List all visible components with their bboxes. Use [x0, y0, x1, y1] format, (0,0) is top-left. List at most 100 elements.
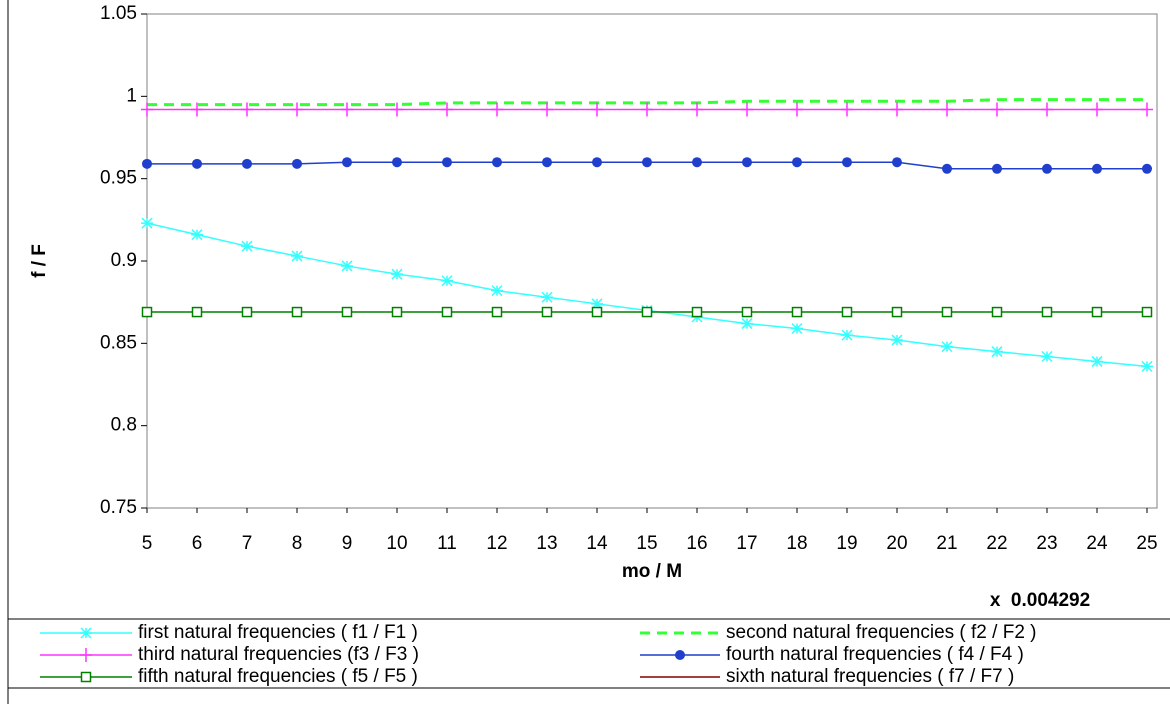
marker — [591, 298, 603, 310]
marker — [441, 306, 453, 318]
marker — [891, 306, 903, 318]
marker — [1141, 102, 1153, 117]
marker — [142, 158, 152, 169]
marker — [791, 102, 803, 117]
series-line — [146, 222, 1148, 368]
marker — [192, 158, 202, 169]
marker — [691, 306, 703, 318]
x-tick-label: 11 — [437, 533, 457, 554]
marker — [841, 306, 853, 318]
marker — [741, 318, 753, 330]
marker — [991, 306, 1003, 318]
marker — [1142, 163, 1152, 174]
marker — [141, 102, 153, 117]
x-tick-label: 22 — [986, 533, 1007, 554]
x-tick-label: 14 — [586, 533, 608, 554]
marker — [691, 102, 703, 117]
x-tick-label: 9 — [342, 533, 353, 554]
legend-label: second natural frequencies ( f2 / F2 ) — [726, 622, 1037, 643]
marker — [241, 306, 253, 318]
marker — [341, 260, 353, 272]
y-axis-label: f / F — [29, 244, 50, 278]
marker — [1091, 102, 1103, 117]
x-tick-label: 10 — [386, 533, 407, 554]
marker — [1041, 102, 1053, 117]
annotation: x 0.004292 — [990, 590, 1090, 611]
marker — [591, 102, 603, 117]
marker — [491, 285, 503, 297]
marker — [741, 306, 753, 318]
marker — [341, 306, 353, 318]
x-tick-label: 7 — [242, 533, 253, 554]
marker — [891, 102, 903, 117]
marker — [641, 102, 653, 117]
marker — [491, 102, 503, 117]
marker — [941, 102, 953, 117]
marker — [292, 158, 302, 169]
marker — [842, 157, 852, 168]
marker — [892, 157, 902, 168]
marker — [441, 275, 453, 287]
marker — [391, 306, 403, 318]
marker — [392, 157, 402, 168]
marker — [1141, 306, 1153, 318]
marker — [891, 334, 903, 346]
legend-label: fourth natural frequencies ( f4 / F4 ) — [726, 644, 1024, 665]
marker — [1091, 306, 1103, 318]
x-tick-label: 15 — [636, 533, 657, 554]
marker — [791, 322, 803, 335]
marker — [591, 306, 603, 318]
legend-label: fifth natural frequencies ( f5 / F5 ) — [138, 666, 418, 687]
x-tick-label: 25 — [1136, 533, 1157, 554]
marker — [1041, 306, 1053, 318]
marker — [991, 102, 1003, 117]
marker — [442, 157, 452, 168]
y-tick-label: 0.85 — [100, 332, 137, 353]
marker — [141, 217, 153, 229]
marker — [341, 102, 353, 117]
x-tick-label: 18 — [786, 533, 807, 554]
marker — [942, 163, 952, 174]
marker — [791, 306, 803, 318]
x-tick-label: 8 — [292, 533, 303, 554]
marker — [692, 157, 702, 168]
marker — [191, 306, 203, 318]
y-tick-label: 1 — [126, 85, 137, 106]
marker — [241, 240, 253, 252]
marker — [391, 102, 403, 117]
marker — [541, 291, 553, 303]
legend-label: first natural frequencies ( f1 / F1 ) — [138, 622, 418, 643]
marker — [592, 157, 602, 168]
marker — [441, 102, 453, 117]
y-tick-label: 1.05 — [100, 3, 137, 24]
y-tick-label: 0.8 — [111, 415, 137, 436]
legend-marker — [675, 650, 685, 660]
marker — [291, 250, 303, 262]
plot-border — [146, 13, 1158, 509]
marker — [291, 306, 303, 318]
marker — [792, 157, 802, 168]
marker — [742, 157, 752, 168]
x-tick-label: 12 — [486, 533, 507, 554]
marker — [492, 157, 502, 168]
legend-marker — [80, 671, 92, 683]
legend-label: third natural frequencies (f3 / F3 ) — [138, 644, 419, 665]
marker — [1092, 163, 1102, 174]
marker — [1141, 360, 1153, 372]
marker — [491, 306, 503, 318]
marker — [191, 102, 203, 117]
legend-marker — [80, 627, 92, 639]
x-tick-label: 24 — [1086, 533, 1108, 554]
marker — [841, 102, 853, 117]
x-tick-label: 6 — [192, 533, 203, 554]
marker — [541, 306, 553, 318]
x-tick-label: 5 — [142, 533, 153, 554]
marker — [542, 157, 552, 168]
marker — [1042, 163, 1052, 174]
marker — [242, 158, 252, 169]
marker — [541, 102, 553, 117]
marker — [241, 102, 253, 117]
marker — [841, 329, 853, 341]
x-tick-label: 21 — [936, 533, 957, 554]
